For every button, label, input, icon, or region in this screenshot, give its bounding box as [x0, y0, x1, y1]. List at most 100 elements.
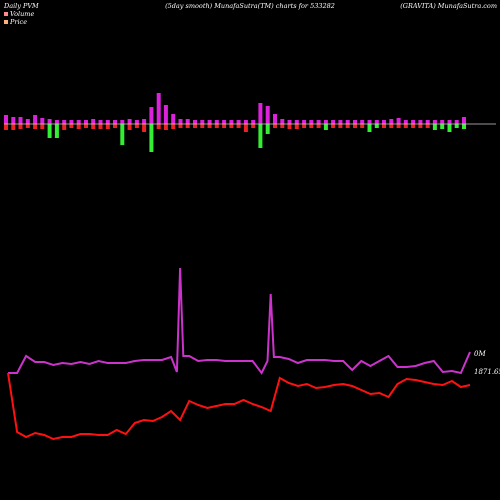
bar-down — [236, 124, 241, 128]
bar-up — [294, 120, 299, 124]
bar-up — [265, 106, 270, 124]
bar-up — [11, 117, 16, 124]
bar-down — [273, 124, 277, 128]
bar-up — [120, 120, 125, 124]
bar-up — [214, 120, 219, 124]
bar-down — [142, 124, 147, 132]
bar-down — [4, 124, 8, 130]
header-center: (5day smooth) MunafaSutra(TM) charts for… — [165, 2, 335, 10]
bar-up — [40, 118, 45, 124]
bar-up — [454, 120, 459, 124]
bar-down — [265, 124, 270, 134]
bar-up — [273, 114, 277, 124]
bar-up — [331, 120, 336, 124]
header-left: Daily PVM — [3, 2, 39, 10]
volume-end-label: 0M — [474, 350, 486, 358]
bar-up — [76, 120, 81, 124]
bar-up — [236, 120, 241, 124]
bar-down — [33, 124, 38, 129]
header-right: (GRAVITA) MunafaSutra.com — [400, 2, 497, 10]
bar-up — [47, 119, 52, 124]
bar-down — [134, 124, 139, 128]
bar-down — [302, 124, 307, 128]
bar-down — [243, 124, 248, 132]
bar-up — [200, 120, 205, 124]
bar-up — [185, 119, 190, 124]
bar-up — [338, 120, 343, 124]
bar-down — [171, 124, 176, 129]
bar-up — [353, 120, 357, 124]
bar-down — [287, 124, 292, 129]
bar-up — [156, 93, 161, 124]
bar-up — [222, 120, 227, 124]
bar-up — [345, 120, 350, 124]
legend-swatch-price — [4, 20, 8, 24]
bar-down — [425, 124, 430, 128]
bar-down — [222, 124, 227, 128]
bar-up — [447, 120, 452, 124]
bar-down — [389, 124, 394, 128]
legend-swatch-volume — [4, 12, 8, 16]
legend-label-volume: Volume — [10, 10, 34, 18]
bar-down — [105, 124, 110, 129]
bar-down — [411, 124, 416, 128]
bar-down — [316, 124, 321, 128]
bar-down — [440, 124, 445, 129]
volume-bars — [4, 93, 466, 152]
bar-up — [302, 120, 307, 124]
bar-up — [84, 120, 88, 124]
bar-up — [360, 120, 365, 124]
bar-down — [98, 124, 103, 129]
bar-down — [353, 124, 357, 128]
bar-down — [382, 124, 386, 128]
bar-down — [120, 124, 125, 145]
bar-up — [287, 120, 292, 124]
bar-down — [454, 124, 459, 128]
bar-up — [149, 107, 154, 124]
bar-down — [331, 124, 336, 128]
bar-down — [432, 124, 437, 130]
bar-up — [178, 119, 183, 124]
bar-down — [127, 124, 132, 130]
bar-up — [251, 120, 256, 124]
bar-up — [367, 120, 372, 124]
bar-up — [440, 120, 445, 124]
bar-down — [185, 124, 190, 128]
bar-up — [134, 120, 139, 124]
bar-up — [432, 120, 437, 124]
bar-down — [163, 124, 168, 130]
bar-down — [40, 124, 45, 129]
price-end-label: 1871.65 — [474, 368, 500, 376]
bar-down — [76, 124, 81, 129]
bar-up — [4, 115, 8, 124]
bar-up — [462, 117, 466, 124]
bar-up — [18, 117, 23, 124]
bar-up — [113, 120, 117, 124]
bar-down — [200, 124, 205, 128]
bar-up — [127, 119, 132, 124]
bar-down — [294, 124, 299, 129]
bar-up — [54, 120, 59, 124]
bar-down — [462, 124, 466, 129]
bar-up — [316, 120, 321, 124]
bar-down — [251, 124, 256, 128]
bar-down — [11, 124, 16, 130]
bar-down — [367, 124, 372, 132]
bar-down — [447, 124, 452, 132]
bar-up — [33, 115, 38, 124]
bar-down — [360, 124, 365, 128]
bar-down — [113, 124, 117, 128]
bar-down — [280, 124, 285, 128]
bar-down — [345, 124, 350, 128]
bar-down — [207, 124, 212, 128]
bar-up — [425, 120, 430, 124]
price-line — [7, 372, 471, 441]
bar-up — [323, 120, 328, 124]
bar-up — [309, 120, 314, 124]
bar-up — [396, 118, 401, 124]
bar-down — [229, 124, 234, 128]
bar-up — [258, 103, 263, 124]
bar-down — [214, 124, 219, 128]
bar-up — [142, 119, 147, 124]
bar-up — [382, 120, 386, 124]
